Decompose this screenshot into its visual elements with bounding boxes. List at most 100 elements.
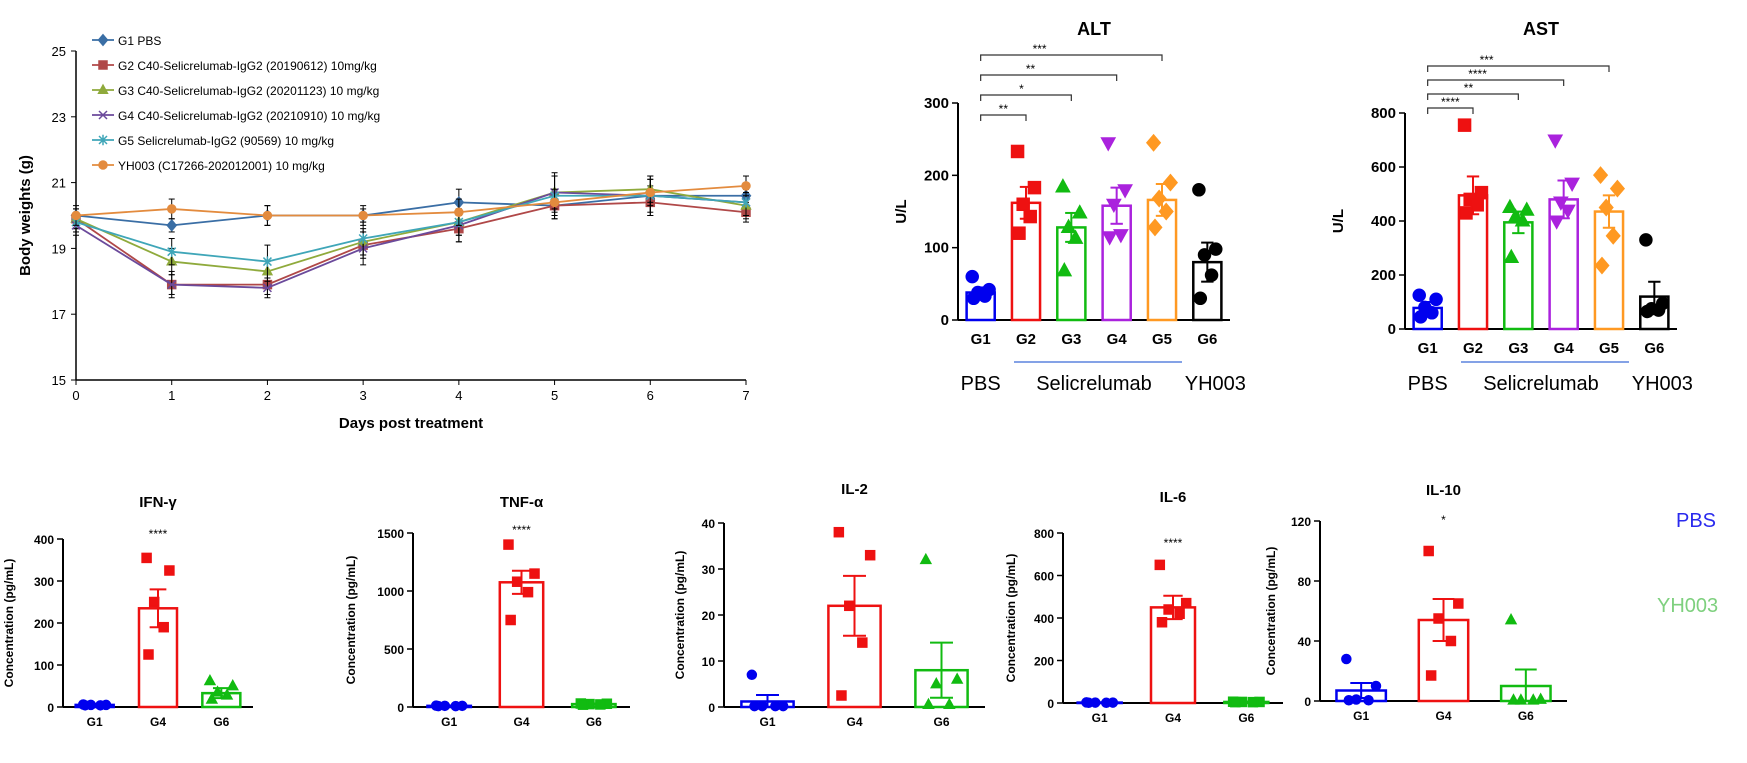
data-point — [167, 280, 177, 290]
y-tick-label: 200 — [1371, 267, 1396, 284]
series-line — [75, 194, 747, 263]
data-point — [262, 210, 273, 221]
data-point — [549, 197, 560, 208]
category-label: G1 — [1418, 340, 1438, 357]
data-point — [1156, 617, 1168, 628]
y-tick-label: 600 — [1371, 159, 1396, 176]
y-tick-label: 17 — [52, 307, 66, 322]
data-point — [167, 246, 177, 257]
y-axis-label: Concentration (pg/mL) — [1004, 554, 1018, 683]
y-tick-label: 0 — [1047, 697, 1054, 711]
y-tick-label: 25 — [52, 44, 66, 59]
data-point — [1204, 268, 1219, 282]
data-point — [1209, 242, 1223, 256]
legend-label: G3 C40-Selicrelumab-IgG2 (20201123) 10 m… — [118, 84, 379, 98]
yh003-side-label: YH003 — [1657, 595, 1719, 617]
data-point — [148, 596, 160, 608]
data-point — [220, 688, 234, 700]
data-point — [1560, 204, 1576, 219]
category-label: G4 — [513, 715, 529, 729]
y-tick-label: 100 — [34, 659, 54, 673]
data-point — [836, 690, 847, 701]
data-point — [505, 614, 516, 626]
data-point — [1101, 697, 1112, 709]
data-point — [1230, 696, 1241, 708]
chart-title: IL-10 — [1426, 482, 1461, 499]
legend-marker — [98, 60, 108, 70]
data-point — [529, 568, 540, 579]
category-label: G5 — [1152, 331, 1172, 348]
y-tick-label: 800 — [1034, 527, 1054, 541]
data-point — [833, 526, 845, 538]
category-label: G6 — [1197, 331, 1217, 348]
data-point — [741, 197, 751, 208]
y-tick-label: 200 — [34, 617, 54, 631]
y-tick-label: 0 — [708, 701, 715, 715]
y-tick-label: 400 — [1034, 612, 1054, 626]
significance-bracket — [980, 94, 1072, 101]
data-point — [978, 289, 992, 303]
data-point — [844, 600, 855, 612]
data-point — [577, 699, 589, 710]
ifn-chart: 0 100 200 300 400 G1 G4 G6 IFN-γ Concentration (p… — [2, 494, 253, 729]
data-point — [205, 692, 219, 704]
y-tick-label: 100 — [924, 240, 949, 257]
category-label: G4 — [1554, 340, 1575, 357]
significance-label: **** — [149, 527, 168, 541]
data-point — [1158, 202, 1174, 221]
data-point — [1548, 215, 1565, 230]
y-tick-label: 400 — [1371, 213, 1396, 230]
bar — [1503, 221, 1534, 331]
data-point — [1457, 118, 1472, 132]
data-point — [1534, 692, 1547, 704]
data-point — [1433, 613, 1444, 624]
data-point — [226, 679, 239, 691]
chart-title: TNF-α — [500, 494, 544, 511]
y-tick-label: 40 — [702, 517, 716, 531]
significance-bracket — [980, 74, 1118, 81]
data-point — [1343, 695, 1355, 706]
group-label: YH003 — [1185, 373, 1246, 395]
data-point — [966, 291, 981, 306]
significance-bracket — [980, 114, 1027, 121]
y-axis-label: Concentration (pg/mL) — [673, 551, 687, 680]
significance-label: *** — [1480, 53, 1494, 67]
data-point — [262, 283, 272, 293]
category-label: G6 — [586, 715, 602, 729]
data-point — [1363, 695, 1374, 706]
category-label: G1 — [87, 715, 103, 729]
x-axis-label: Days post treatment — [339, 415, 483, 432]
significance-bracket — [1427, 79, 1565, 86]
y-tick-label: 15 — [52, 373, 66, 388]
data-point — [1507, 693, 1520, 705]
significance-label: **** — [1441, 95, 1460, 109]
significance-label: ** — [1026, 62, 1036, 76]
data-point — [1527, 693, 1540, 705]
data-point — [965, 269, 979, 284]
y-tick-label: 300 — [924, 95, 949, 112]
data-point — [1192, 183, 1206, 197]
y-tick-label: 0 — [1304, 695, 1311, 709]
data-point — [1055, 178, 1071, 193]
data-point — [1552, 196, 1569, 211]
data-point — [1459, 206, 1473, 220]
data-point — [1425, 306, 1439, 320]
data-point — [1651, 303, 1666, 317]
data-point — [141, 552, 152, 564]
bar — [498, 581, 545, 709]
category-label: G4 — [1435, 709, 1451, 723]
data-point — [511, 576, 523, 587]
significance-label: **** — [1164, 536, 1183, 550]
data-point — [166, 219, 178, 232]
significance-label: ** — [1464, 81, 1474, 95]
data-point — [1504, 613, 1518, 625]
data-point — [522, 586, 534, 598]
y-tick-label: 20 — [702, 609, 716, 623]
series-line — [75, 191, 747, 289]
series-line — [75, 184, 747, 217]
data-point — [1100, 137, 1117, 152]
y-tick-label: 300 — [34, 575, 54, 589]
data-point — [1453, 598, 1464, 609]
